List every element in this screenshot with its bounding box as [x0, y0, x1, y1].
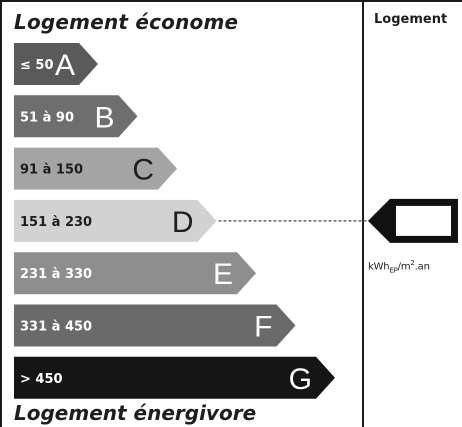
energy-class-arrow-shape — [14, 304, 296, 347]
energy-class-letter: A — [55, 49, 75, 82]
energy-class-arrow-shape — [14, 356, 335, 399]
left-border — [0, 0, 2, 427]
energy-class-letter: F — [254, 311, 272, 344]
energy-class-arrow-shape — [14, 199, 217, 242]
energy-class-arrow-shape — [14, 95, 138, 138]
energy-class-e-bar: 231 à 330 E — [14, 252, 256, 295]
unit-label: kWhEP/m2.an — [368, 259, 430, 275]
energy-class-range: 231 à 330 — [20, 267, 92, 282]
energy-class-letter: B — [94, 101, 114, 134]
energy-class-range: ≤ 50 — [20, 58, 54, 73]
energy-class-range: 151 à 230 — [20, 215, 92, 230]
energy-class-a-bar: ≤ 50 A — [14, 43, 98, 85]
energy-class-range: 51 à 90 — [20, 110, 74, 125]
column-divider — [362, 0, 364, 427]
housing-column-header: Logement — [374, 12, 448, 27]
economical-housing-label: Logement économe — [14, 10, 239, 34]
energy-class-letter: E — [213, 258, 233, 291]
energy-class-arrow-shape — [14, 252, 256, 295]
energy-class-g-bar: > 450 G — [14, 356, 335, 399]
energy-class-c-bar: 91 à 150 C — [14, 147, 177, 190]
energy-class-arrow-shape — [14, 147, 177, 190]
energy-class-range: 91 à 150 — [20, 163, 83, 178]
energy-class-range: > 450 — [20, 372, 63, 387]
energy-class-b-bar: 51 à 90 B — [14, 95, 138, 138]
energy-intensive-housing-label: Logement énergivore — [14, 401, 257, 425]
consumption-value-box — [396, 205, 451, 236]
energy-class-f-bar: 331 à 450 F — [14, 304, 296, 347]
energy-class-letter: G — [289, 363, 312, 396]
energy-class-letter: D — [172, 206, 194, 239]
energy-class-range: 331 à 450 — [20, 320, 92, 335]
energy-class-letter: C — [132, 154, 154, 187]
energy-class-d-bar: 151 à 230 D — [14, 199, 217, 242]
top-border — [0, 0, 462, 2]
energy-class-arrow-shape — [14, 43, 98, 85]
